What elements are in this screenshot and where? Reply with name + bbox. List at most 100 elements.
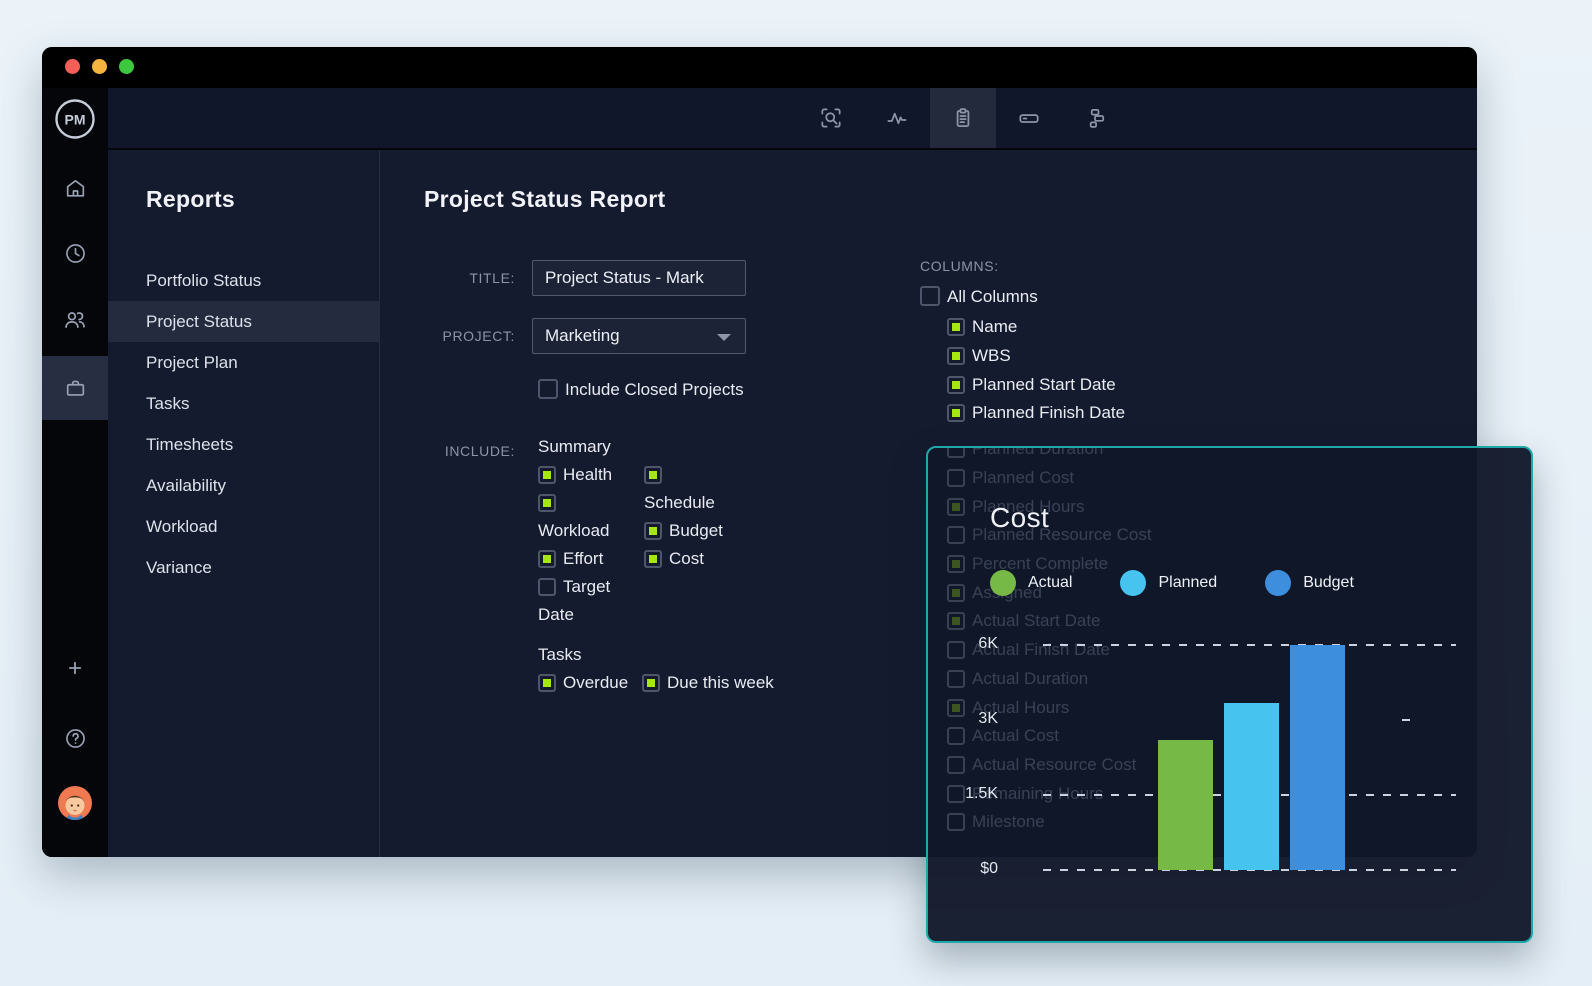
bar-budget[interactable] — [1290, 645, 1345, 870]
project-select-value: Marketing — [545, 326, 620, 346]
summary-option-label[interactable]: Cost — [669, 549, 704, 568]
project-select[interactable]: Marketing — [532, 318, 746, 354]
reports-panel: Reports Portfolio Status Project Status … — [108, 150, 380, 857]
summary-option-checkbox[interactable] — [538, 550, 556, 568]
workflow-icon[interactable] — [1062, 88, 1128, 148]
cost-plot: 6K3K1.5K$0 — [928, 448, 1531, 941]
y-tick-label: 3K — [928, 710, 998, 728]
user-avatar[interactable] — [42, 776, 108, 830]
summary-option[interactable]: Workload — [538, 489, 630, 545]
report-nav-label: Variance — [146, 558, 212, 578]
tasks-heading: Tasks — [538, 641, 778, 669]
task-option-checkbox[interactable] — [642, 674, 660, 692]
activity-icon[interactable] — [864, 88, 930, 148]
minimize-window-button[interactable] — [92, 59, 107, 74]
include-closed-checkbox[interactable] — [538, 379, 558, 399]
summary-option[interactable]: Schedule — [644, 461, 732, 517]
all-columns-row[interactable]: All Columns — [920, 286, 1125, 307]
include-closed-label: Include Closed Projects — [565, 380, 744, 399]
summary-option[interactable]: Health — [538, 461, 630, 489]
summary-option[interactable]: Effort — [538, 545, 630, 573]
report-nav-item[interactable]: Availability — [108, 465, 380, 506]
report-nav-label: Tasks — [146, 394, 189, 414]
column-option-label[interactable]: WBS — [972, 346, 1011, 366]
report-nav-label: Timesheets — [146, 435, 233, 455]
card-icon[interactable] — [996, 88, 1062, 148]
zoom-window-button[interactable] — [119, 59, 134, 74]
column-option[interactable]: Planned Start Date — [947, 370, 1125, 399]
report-nav-label: Availability — [146, 476, 226, 496]
chevron-down-icon — [717, 334, 731, 341]
summary-option-label[interactable]: Effort — [563, 549, 603, 568]
report-nav-item[interactable]: Project Plan — [108, 342, 380, 383]
report-nav-item[interactable]: Portfolio Status — [108, 260, 380, 301]
task-option[interactable]: Overdue — [538, 669, 642, 697]
column-option-label[interactable]: Planned Finish Date — [972, 403, 1125, 423]
toolbar — [798, 88, 1128, 148]
summary-option-checkbox[interactable] — [644, 550, 662, 568]
report-title-input[interactable] — [532, 260, 746, 296]
bar-actual[interactable] — [1158, 740, 1213, 870]
panel-title: Reports — [146, 186, 235, 213]
include-options: Summary Health Workload Effort Target Da… — [538, 433, 778, 697]
column-option[interactable]: Name — [947, 313, 1125, 342]
desktop-background: PM — [0, 0, 1592, 986]
summary-option-label[interactable]: Health — [563, 465, 612, 484]
home-icon[interactable] — [42, 161, 108, 215]
summary-option-label[interactable]: Schedule — [644, 493, 715, 512]
report-nav-item[interactable]: Project Status — [108, 301, 380, 342]
summary-option[interactable]: Budget — [644, 517, 732, 545]
summary-option-checkbox[interactable] — [538, 578, 556, 596]
all-columns-checkbox[interactable] — [920, 286, 940, 306]
task-option-label[interactable]: Overdue — [563, 673, 628, 692]
report-nav-item[interactable]: Workload — [108, 506, 380, 547]
bar-planned[interactable] — [1224, 703, 1279, 870]
column-option-checkbox[interactable] — [947, 376, 965, 394]
task-option[interactable]: Due this week — [642, 669, 774, 697]
summary-heading: Summary — [538, 433, 778, 461]
clock-icon[interactable] — [42, 226, 108, 280]
column-option[interactable]: WBS — [947, 342, 1125, 371]
gridline — [1402, 719, 1415, 721]
cost-chart: Cost Actual Planned Budget — [928, 448, 1531, 941]
summary-option[interactable]: Target Date — [538, 573, 630, 629]
task-option-checkbox[interactable] — [538, 674, 556, 692]
project-field-label: PROJECT: — [380, 328, 515, 344]
all-columns-label[interactable]: All Columns — [947, 287, 1038, 306]
close-window-button[interactable] — [65, 59, 80, 74]
summary-option-checkbox[interactable] — [538, 466, 556, 484]
summary-option-label[interactable]: Workload — [538, 521, 610, 540]
column-option[interactable]: Planned Finish Date — [947, 399, 1125, 428]
report-nav-item[interactable]: Variance — [108, 547, 380, 588]
summary-option-checkbox[interactable] — [644, 466, 662, 484]
column-option-label[interactable]: Name — [972, 317, 1017, 337]
report-nav-item[interactable]: Tasks — [108, 383, 380, 424]
window-titlebar — [42, 47, 1477, 88]
include-field-label: INCLUDE: — [380, 443, 515, 459]
columns-list: Name WBS Planned Start Date Planned Fini… — [947, 313, 1125, 428]
zoom-search-icon[interactable] — [798, 88, 864, 148]
summary-option-checkbox[interactable] — [538, 494, 556, 512]
column-option-label[interactable]: Planned Start Date — [972, 375, 1116, 395]
task-option-label[interactable]: Due this week — [667, 673, 774, 692]
report-clipboard-icon[interactable] — [930, 88, 996, 148]
summary-option-label[interactable]: Budget — [669, 521, 723, 540]
reports-nav: Portfolio Status Project Status Project … — [108, 260, 380, 588]
report-nav-label: Portfolio Status — [146, 271, 261, 291]
report-nav-item[interactable]: Timesheets — [108, 424, 380, 465]
projects-icon[interactable] — [42, 356, 108, 420]
include-closed-row[interactable]: Include Closed Projects — [538, 379, 744, 400]
y-tick-label: 6K — [928, 635, 998, 653]
summary-option-checkbox[interactable] — [644, 522, 662, 540]
svg-text:PM: PM — [65, 112, 86, 128]
team-icon[interactable] — [42, 293, 108, 347]
column-option-checkbox[interactable] — [947, 347, 965, 365]
column-option-checkbox[interactable] — [947, 404, 965, 422]
summary-option[interactable]: Cost — [644, 545, 732, 573]
help-icon[interactable] — [42, 711, 108, 765]
columns-section: COLUMNS: All Columns Name WBS — [920, 258, 1125, 428]
add-icon[interactable] — [42, 641, 108, 695]
page-title: Project Status Report — [424, 186, 665, 213]
column-option-checkbox[interactable] — [947, 318, 965, 336]
cost-chart-card: Planned Duration Planned Cost Planned Ho… — [926, 446, 1533, 943]
